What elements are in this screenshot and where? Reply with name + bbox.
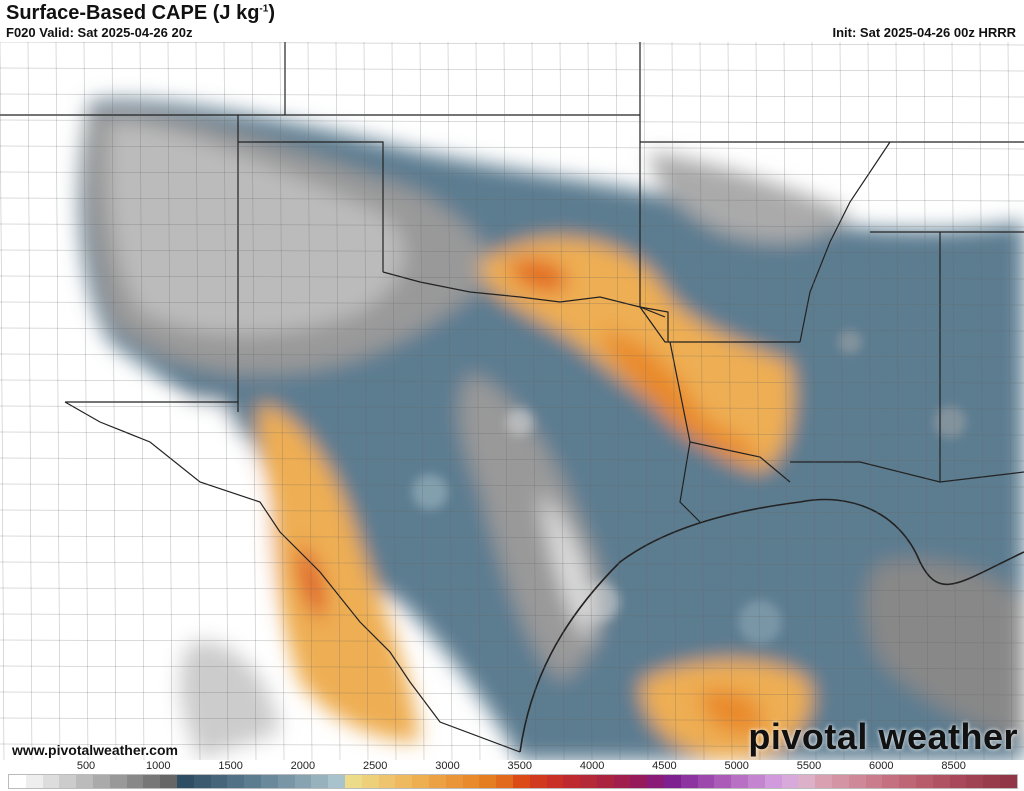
colorbar-swatch [479,775,497,788]
colorbar-swatch [815,775,833,788]
colorbar-swatch [277,775,295,788]
colorbar-swatch [395,775,413,788]
colorbar-swatch [428,775,446,788]
colorbar-swatch [361,775,379,788]
state-borders [0,42,1024,753]
colorbar-swatch [781,775,799,788]
colorbar-label: 1000 [146,760,171,772]
colorbar-swatch [311,775,329,788]
valid-time: F020 Valid: Sat 2025-04-26 20z [6,25,193,40]
colorbar-swatch [210,775,228,788]
colorbar-swatch [613,775,631,788]
colorbar-label: 1500 [218,760,243,772]
colorbar-swatch [260,775,278,788]
colorbar-swatch [848,775,866,788]
colorbar-swatch [764,775,782,788]
colorbar-swatch [664,775,681,788]
colorbar-swatch [176,775,194,788]
colorbar-swatch [59,775,77,788]
colorbar-swatch [328,775,345,788]
colorbar-swatch [92,775,110,788]
colorbar-swatch [731,775,749,788]
colorbar-swatch [344,775,362,788]
colorbar-swatch [529,775,547,788]
colorbar-swatch [9,775,26,788]
colorbar-swatch [714,775,732,788]
cape-field [0,100,1024,760]
colorbar-swatch [244,775,261,788]
colorbar-swatch [748,775,765,788]
colorbar-swatch [798,775,816,788]
colorbar-label: 4500 [652,760,677,772]
cape-texture [412,330,966,644]
colorbar-swatch [563,775,581,788]
pivotal-weather-logo: pivotal weather [748,716,1018,757]
colorbar-swatch [899,775,917,788]
colorbar-label: 4000 [579,760,605,772]
colorbar-labels: 500 1000 1500 2000 2500 3000 3500 4000 4500 5000 5… [0,760,1024,774]
colorbar-swatch [882,775,900,788]
colorbar-swatch [916,775,933,788]
colorbar-swatch [76,775,93,788]
colorbar-label: 3000 [435,760,460,772]
title-end: ) [268,2,275,24]
colorbar-label: 2500 [362,760,388,772]
colorbar-swatch [983,775,1001,788]
colorbar-swatch [227,775,245,788]
title-text: Surface-Based CAPE (J kg [6,2,260,24]
colorbar-swatch [126,775,144,788]
colorbar-swatch [546,775,564,788]
colorbar-swatch [294,775,312,788]
map-title: Surface-Based CAPE (J kg-1) [6,2,275,25]
county-borders [0,42,1024,760]
colorbar-swatch [966,775,984,788]
colorbar-swatch [445,775,463,788]
colorbar-swatch [630,775,648,788]
colorbar-swatch [412,775,429,788]
init-time: Init: Sat 2025-04-26 00z HRRR [832,25,1016,40]
colorbar-swatch [25,775,43,788]
colorbar-label: 3500 [507,760,533,772]
colorbar-label: 5000 [724,760,749,772]
colorbar-swatch [865,775,883,788]
colorbar-label: 2000 [290,760,316,772]
county-lines [0,42,1024,760]
colorbar-swatch [378,775,396,788]
colorbar-swatch [109,775,127,788]
colorbar-label: 8500 [941,760,966,772]
colorbar-swatch [647,775,665,788]
colorbar [8,774,1018,789]
cape-map[interactable] [0,42,1024,760]
colorbar-swatch [580,775,597,788]
website-label[interactable]: www.pivotalweather.com [12,742,178,758]
colorbar-swatch [949,775,967,788]
colorbar-swatch [42,775,60,788]
colorbar-swatch [932,775,950,788]
title-superscript: -1 [259,3,269,15]
colorbar-swatch [143,775,161,788]
colorbar-swatch [462,775,480,788]
colorbar-swatch [160,775,177,788]
colorbar-swatch [832,775,849,788]
colorbar-swatch [680,775,698,788]
colorbar-swatch [193,775,211,788]
colorbar-swatch [1000,775,1017,788]
colorbar-label: 5500 [796,760,822,772]
colorbar-swatch [697,775,715,788]
colorbar-label: 500 [76,760,96,772]
colorbar-swatch [596,775,614,788]
colorbar-label: 6000 [869,760,894,772]
colorbar-swatch [496,775,513,788]
colorbar-swatch [512,775,530,788]
